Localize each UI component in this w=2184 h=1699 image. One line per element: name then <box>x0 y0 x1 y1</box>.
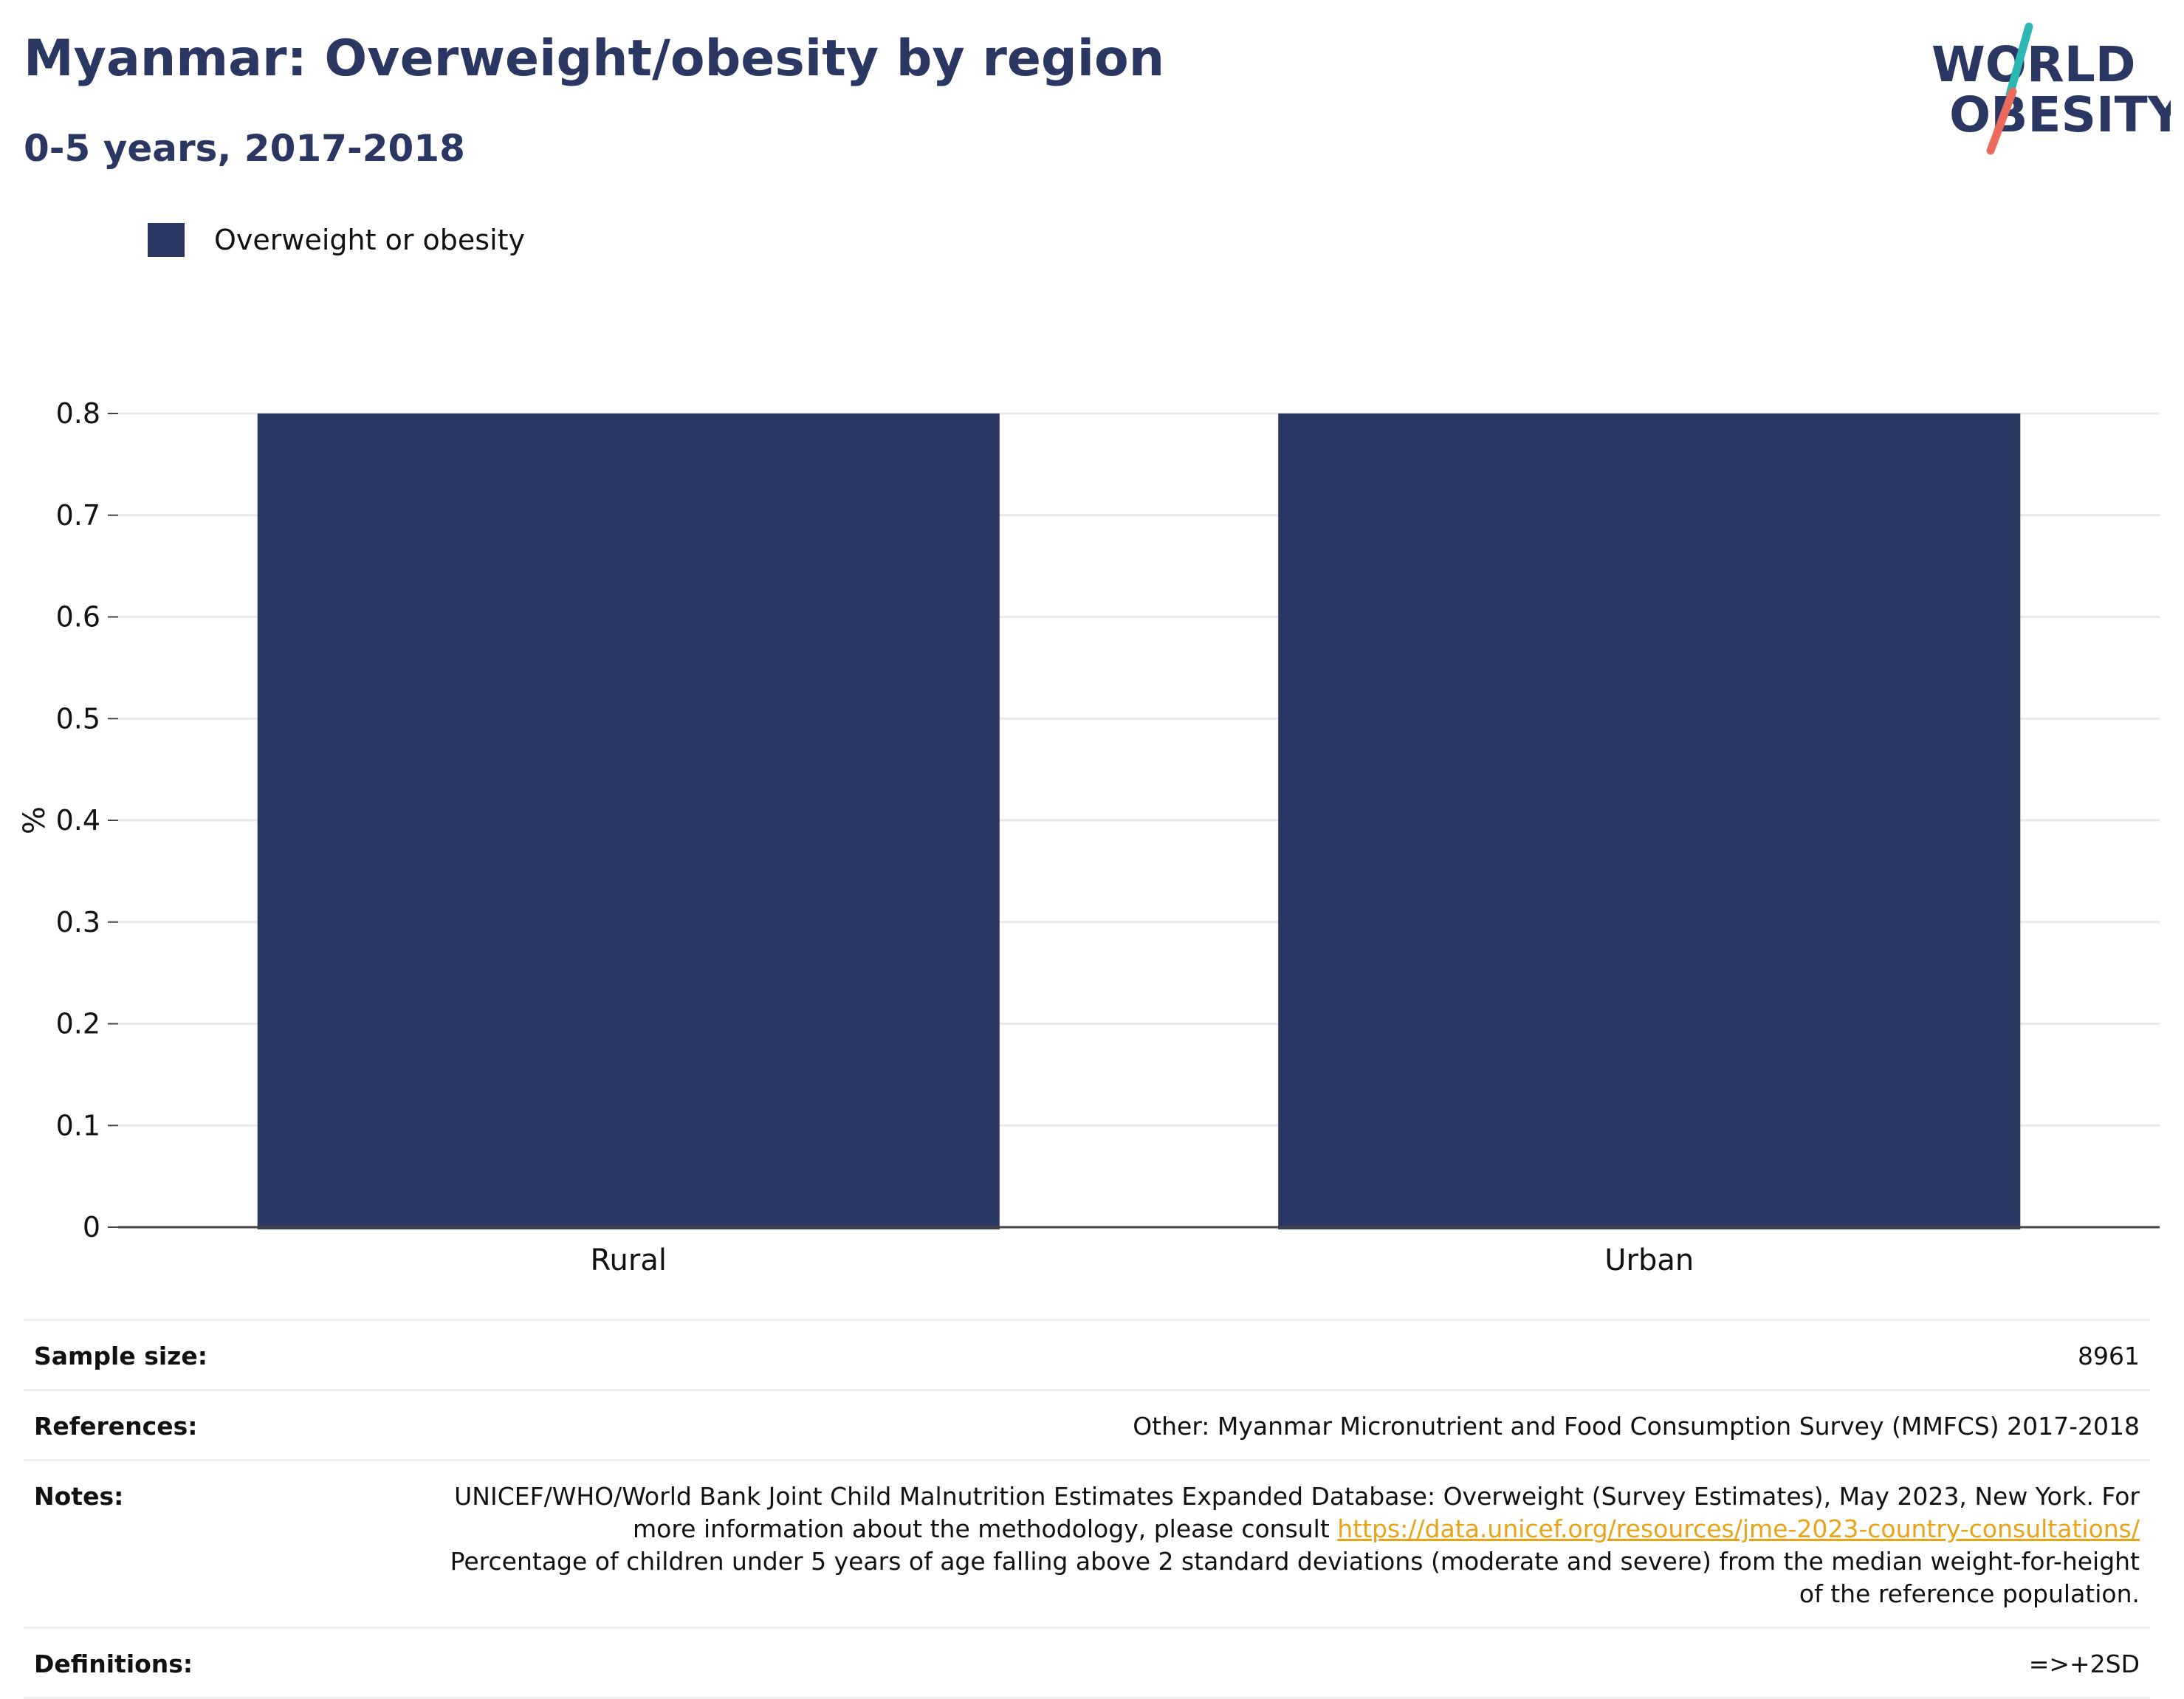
y-axis-label: % <box>18 806 52 834</box>
chart-subtitle: 0-5 years, 2017-2018 <box>24 127 465 170</box>
bar-chart: 0 0.1 0.2 0.3 0.4 0.5 0.6 0.7 0.8 Rural Urban % <box>18 397 2160 1277</box>
y-tick-label: 0.4 <box>56 804 100 837</box>
bars <box>257 413 2021 1229</box>
bar-urban[interactable] <box>1278 413 2021 1229</box>
sample-size-label: Sample size: <box>34 1342 207 1370</box>
chart-legend[interactable]: Overweight or obesity <box>148 222 525 258</box>
sample-size-value: 8961 <box>2078 1342 2140 1370</box>
info-row-sample-size: Sample size: 8961 <box>24 1321 2150 1391</box>
info-table: Sample size: 8961 References: Other: Mya… <box>24 1319 2150 1699</box>
y-tick-label: 0.6 <box>56 601 100 634</box>
bar-rural[interactable] <box>257 413 1000 1229</box>
y-tick-label: 0.3 <box>56 906 100 938</box>
x-tick-label: Rural <box>591 1243 667 1277</box>
notes-value: UNICEF/WHO/World Bank Joint Child Malnut… <box>442 1480 2140 1610</box>
x-axis-ticks: Rural Urban <box>591 1243 1694 1277</box>
y-tick-label: 0.8 <box>56 397 100 430</box>
info-row-references: References: Other: Myanmar Micronutrient… <box>24 1391 2150 1461</box>
y-tick-label: 0.1 <box>56 1109 100 1142</box>
logo-slash-bottom <box>1986 87 2017 155</box>
y-axis-ticks: 0 0.1 0.2 0.3 0.4 0.5 0.6 0.7 0.8 <box>56 397 118 1243</box>
world-obesity-logo: WORLD OBESITY <box>1931 22 2171 155</box>
logo-slash-top <box>2005 22 2033 99</box>
legend-label: Overweight or obesity <box>214 224 526 256</box>
x-tick-label: Urban <box>1604 1243 1694 1277</box>
references-label: References: <box>34 1412 198 1441</box>
notes-text-2: Percentage of children under 5 years of … <box>450 1547 2140 1608</box>
y-tick-label: 0 <box>83 1211 100 1243</box>
definitions-label: Definitions: <box>34 1650 193 1678</box>
legend-swatch <box>148 223 185 257</box>
logo-text-obesity: OBESITY <box>1949 86 2171 143</box>
y-tick-label: 0.7 <box>56 499 100 532</box>
chart-title: Myanmar: Overweight/obesity by region <box>24 30 1165 88</box>
references-value: Other: Myanmar Micronutrient and Food Co… <box>1133 1412 2140 1441</box>
y-tick-label: 0.2 <box>56 1008 100 1040</box>
definitions-value: =>+2SD <box>2028 1650 2140 1678</box>
info-row-definitions: Definitions: =>+2SD <box>24 1629 2150 1699</box>
notes-text-1: UNICEF/WHO/World Bank Joint Child Malnut… <box>454 1482 2140 1543</box>
info-row-notes: Notes: UNICEF/WHO/World Bank Joint Child… <box>24 1461 2150 1629</box>
notes-link[interactable]: https://data.unicef.org/resources/jme-20… <box>1337 1514 2140 1543</box>
y-tick-label: 0.5 <box>56 702 100 735</box>
logo-text-world: WORLD <box>1931 36 2136 93</box>
notes-label: Notes: <box>34 1482 124 1511</box>
